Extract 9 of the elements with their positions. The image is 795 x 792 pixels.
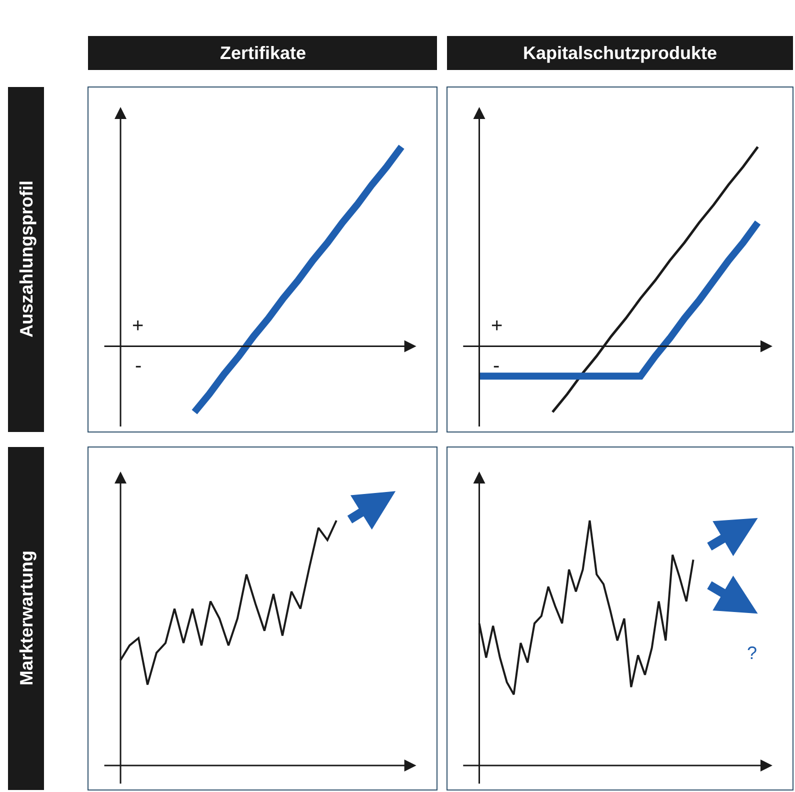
chart-title: Kapitalschutzprodukte bbox=[523, 43, 718, 63]
y-axis-title: Markterwartung bbox=[16, 550, 36, 686]
annotation: - bbox=[493, 355, 500, 377]
y-axis-title: Auszahlungsprofil bbox=[16, 180, 36, 338]
annotation: + bbox=[132, 315, 144, 337]
annotation: - bbox=[135, 355, 142, 377]
chart-title: Zertifikate bbox=[220, 43, 306, 63]
annotation: + bbox=[491, 315, 503, 337]
text: ? bbox=[747, 643, 758, 663]
